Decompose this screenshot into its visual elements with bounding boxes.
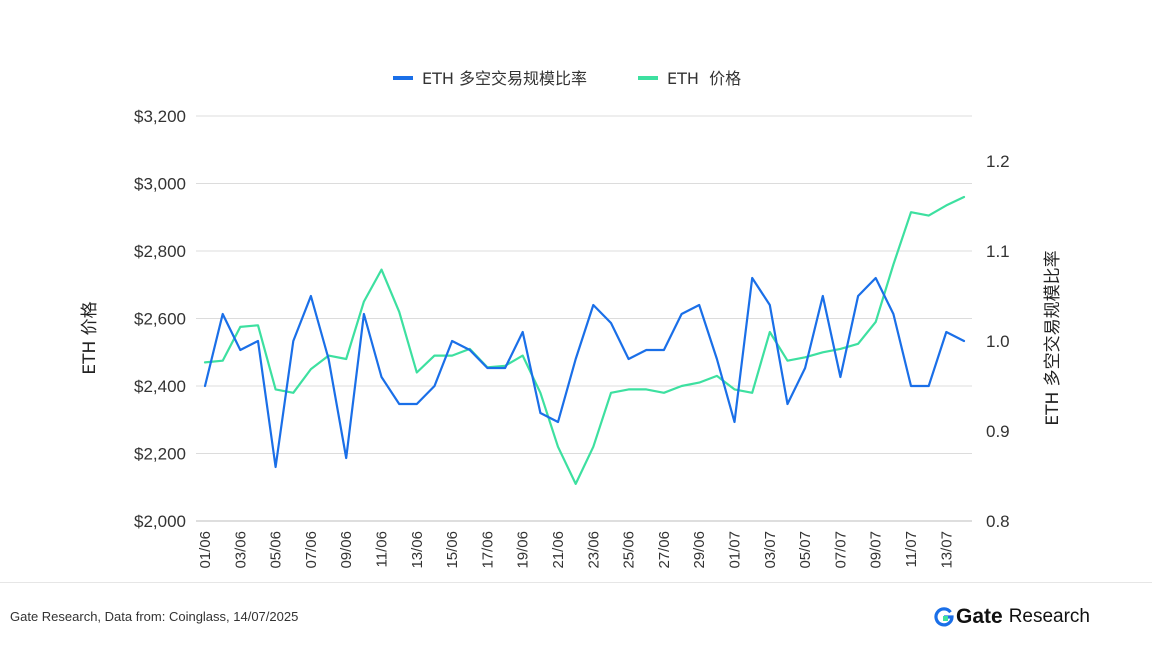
legend-swatch-price	[638, 76, 658, 80]
x-tick-label: 07/07	[832, 531, 849, 569]
x-tick-label: 05/07	[797, 531, 814, 569]
x-tick-label: 09/06	[338, 531, 355, 569]
left-tick-label: $3,200	[134, 107, 186, 126]
x-tick-label: 11/06	[374, 531, 391, 567]
right-tick-label: 1.0	[986, 332, 1010, 351]
x-tick-label: 01/07	[727, 531, 744, 569]
x-tick-label: 23/06	[585, 531, 602, 569]
right-axis-title: ETH 多空交易规模比率	[1043, 250, 1063, 425]
brand-logo: Gate Research	[934, 603, 1090, 631]
x-tick-label: 21/06	[550, 531, 567, 569]
right-axis-ticks: 0.8 0.9 1.0 1.1 1.2	[986, 152, 1010, 531]
x-tick-label: 03/06	[232, 531, 249, 569]
series-lines	[203, 195, 966, 485]
left-tick-label: $2,200	[134, 445, 186, 464]
source-note: Gate Research, Data from: Coinglass, 14/…	[10, 609, 299, 624]
x-tick-label: 13/06	[409, 531, 426, 569]
right-tick-label: 0.9	[986, 422, 1010, 441]
right-tick-label: 0.8	[986, 512, 1010, 531]
brand-gate-text: Gate	[956, 605, 1003, 628]
left-axis-title: ETH 价格	[80, 301, 100, 374]
left-tick-label: $3,000	[134, 175, 186, 194]
legend-label-price: ETH 价格	[667, 69, 741, 88]
x-tick-label: 13/07	[938, 531, 955, 569]
right-tick-label: 1.1	[986, 242, 1010, 261]
left-axis-ticks: $2,000 $2,200 $2,400 $2,600 $2,800 $3,000 $3,2…	[134, 107, 186, 531]
x-tick-label: 29/06	[691, 531, 708, 569]
gridlines	[196, 115, 972, 522]
legend-swatch-ratio	[393, 76, 413, 80]
x-tick-label: 19/06	[515, 531, 532, 569]
x-tick-label: 27/06	[656, 531, 673, 569]
footer-divider	[0, 582, 1152, 583]
dual-axis-line-chart: $2,000 $2,200 $2,400 $2,600 $2,800 $3,000 $3,2…	[80, 69, 1063, 569]
series-line-ratio	[203, 276, 966, 469]
left-tick-label: $2,600	[134, 310, 186, 329]
gate-logo-icon	[934, 607, 954, 627]
x-tick-label: 03/07	[762, 531, 779, 569]
right-tick-label: 1.2	[986, 152, 1010, 171]
series-line-price	[203, 195, 966, 485]
x-tick-label: 25/06	[621, 531, 638, 569]
x-tick-label: 17/06	[479, 531, 496, 569]
legend-label-ratio: ETH 多空交易规模比率	[422, 69, 587, 88]
x-axis-ticks: 01/06 03/06 05/06 07/06 09/06 11/06 13/06 15/06…	[197, 531, 955, 569]
legend: ETH 多空交易规模比率 ETH 价格	[393, 69, 741, 88]
x-tick-label: 01/06	[197, 531, 214, 569]
left-tick-label: $2,000	[134, 512, 186, 531]
x-tick-label: 07/06	[303, 531, 320, 569]
x-tick-label: 15/06	[444, 531, 461, 569]
x-tick-label: 05/06	[268, 531, 285, 569]
brand-research-text: Research	[1008, 606, 1091, 627]
x-tick-label: 09/07	[868, 531, 885, 569]
x-tick-label: 11/07	[903, 531, 920, 567]
left-tick-label: $2,800	[134, 242, 186, 261]
left-tick-label: $2,400	[134, 377, 186, 396]
